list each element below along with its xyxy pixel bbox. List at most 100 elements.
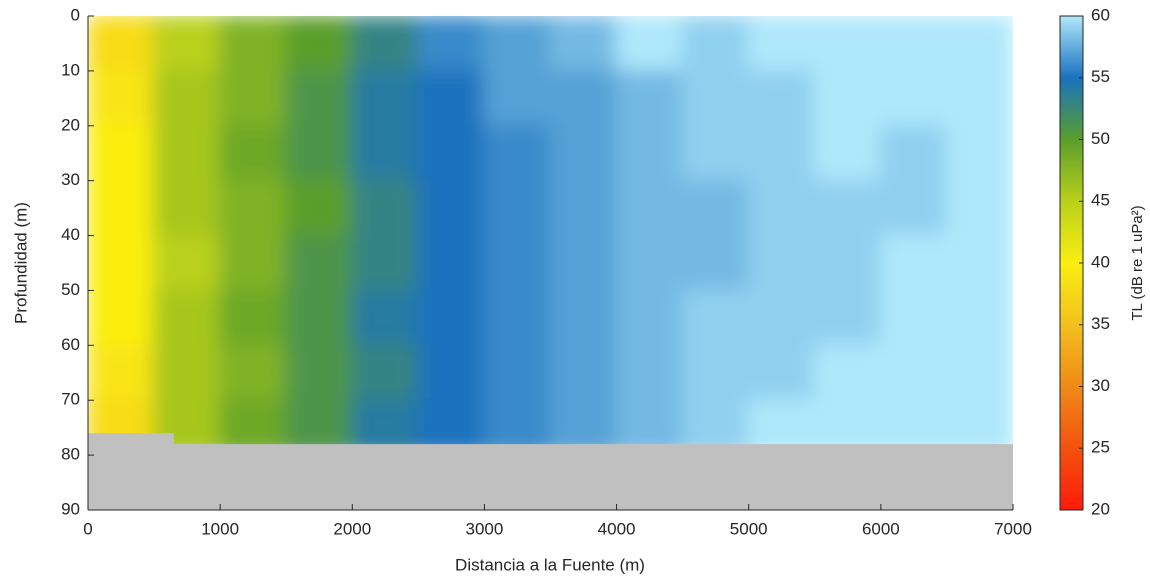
heatmap <box>88 16 1013 457</box>
x-tick-label: 1000 <box>201 519 239 538</box>
heat-cell <box>681 69 750 127</box>
heat-cell <box>483 234 552 292</box>
heat-cell <box>483 344 552 402</box>
heat-cell <box>351 124 420 182</box>
heat-cell <box>549 16 618 72</box>
heat-cell <box>549 124 618 182</box>
heat-cell <box>153 234 222 292</box>
heat-cell <box>483 69 552 127</box>
heat-cell <box>285 234 354 292</box>
heat-cell <box>945 344 1013 402</box>
heat-cell <box>417 69 486 127</box>
heat-cell <box>879 344 948 402</box>
heat-cell <box>813 234 882 292</box>
y-tick-label: 30 <box>61 170 80 189</box>
colorbar-tick-label: 55 <box>1091 67 1110 86</box>
heat-cell <box>483 179 552 237</box>
heat-cell <box>417 16 486 72</box>
colorbar-tick-label: 40 <box>1091 252 1110 271</box>
y-axis-label: Profundidad (m) <box>11 202 30 324</box>
heat-cell <box>88 179 156 237</box>
heat-cell <box>615 344 684 402</box>
heat-cell <box>681 234 750 292</box>
heat-cell <box>945 289 1013 347</box>
heat-cell <box>681 344 750 402</box>
heat-cell <box>153 289 222 347</box>
y-tick-label: 80 <box>61 445 80 464</box>
y-tick-label: 40 <box>61 225 80 244</box>
heat-cell <box>549 234 618 292</box>
heat-cell <box>747 16 816 72</box>
heat-cell <box>483 289 552 347</box>
heat-cell <box>615 16 684 72</box>
heat-cell <box>153 16 222 72</box>
x-tick-label: 4000 <box>598 519 636 538</box>
heat-cell <box>879 16 948 72</box>
heat-cell <box>417 124 486 182</box>
y-tick-label: 90 <box>61 499 80 518</box>
heat-cell <box>219 289 288 347</box>
x-tick-label: 6000 <box>862 519 900 538</box>
heat-cell <box>351 289 420 347</box>
x-tick-label: 0 <box>83 519 92 538</box>
y-tick-label: 20 <box>61 115 80 134</box>
heat-cell <box>549 344 618 402</box>
heat-cell <box>351 234 420 292</box>
heat-cell <box>615 179 684 237</box>
heat-cell <box>813 289 882 347</box>
colorbar-tick-label: 30 <box>1091 376 1110 395</box>
heat-cell <box>879 234 948 292</box>
heat-cell <box>681 16 750 72</box>
y-tick-label: 10 <box>61 60 80 79</box>
x-tick-label: 7000 <box>994 519 1032 538</box>
heatmap-cells <box>88 16 1013 457</box>
heat-cell <box>945 179 1013 237</box>
colorbar-tick-label: 20 <box>1091 499 1110 518</box>
heat-cell <box>417 344 486 402</box>
heat-cell <box>813 344 882 402</box>
heat-cell <box>88 69 156 127</box>
y-tick-label: 70 <box>61 390 80 409</box>
colorbar-label: TL (dB re 1 uPa²) <box>1129 205 1146 320</box>
heat-cell <box>945 16 1013 72</box>
heat-cell <box>153 124 222 182</box>
heat-cell <box>879 69 948 127</box>
heat-cell <box>549 179 618 237</box>
heat-cell <box>219 179 288 237</box>
x-tick-label: 3000 <box>466 519 504 538</box>
heat-cell <box>615 234 684 292</box>
heat-cell <box>88 344 156 402</box>
heat-cell <box>417 289 486 347</box>
heat-cell <box>945 234 1013 292</box>
heat-cell <box>351 69 420 127</box>
heat-cell <box>285 16 354 72</box>
heat-cell <box>417 179 486 237</box>
heat-cell <box>879 289 948 347</box>
heat-cell <box>813 124 882 182</box>
heat-cell <box>813 16 882 72</box>
heat-cell <box>88 124 156 182</box>
colorbar-tick-label: 25 <box>1091 438 1110 457</box>
heat-cell <box>681 289 750 347</box>
heat-cell <box>747 124 816 182</box>
heat-cell <box>813 69 882 127</box>
heat-cell <box>681 124 750 182</box>
heat-cell <box>351 344 420 402</box>
heat-cell <box>219 344 288 402</box>
heat-cell <box>285 344 354 402</box>
heat-cell <box>747 179 816 237</box>
heat-cell <box>285 124 354 182</box>
heat-cell <box>483 16 552 72</box>
heat-cell <box>351 179 420 237</box>
heat-cell <box>549 289 618 347</box>
heat-cell <box>153 179 222 237</box>
colorbar-tick-label: 50 <box>1091 129 1110 148</box>
seabed <box>88 433 1013 510</box>
heat-cell <box>285 69 354 127</box>
heat-cell <box>285 289 354 347</box>
colorbar-tick-label: 60 <box>1091 5 1110 24</box>
x-tick-label: 5000 <box>730 519 768 538</box>
heat-cell <box>153 344 222 402</box>
heat-cell <box>219 69 288 127</box>
